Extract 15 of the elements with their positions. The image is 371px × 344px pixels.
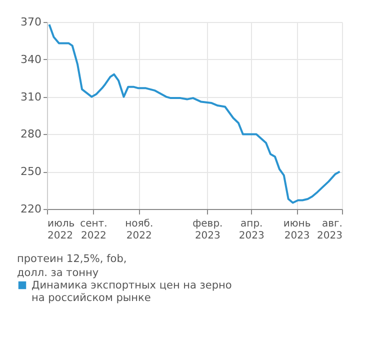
y-tick-label: 340 <box>20 52 42 66</box>
y-tick-label: 310 <box>20 90 42 104</box>
x-tick-label: июнь 2023 <box>283 218 311 242</box>
y-tick-label: 370 <box>20 16 42 28</box>
legend-label: Динамика экспортных цен на зерно на российском рынке <box>32 279 232 304</box>
x-tick-label: апр. 2023 <box>238 218 264 242</box>
x-tick-label: авг. 2023 <box>317 218 342 242</box>
y-tick-label: 250 <box>20 165 42 178</box>
x-tick-label: нояб. 2022 <box>125 218 154 242</box>
text: протеин 12,5%, fob, долл. за тонну <box>17 253 127 279</box>
y-tick-label: 220 <box>20 202 42 216</box>
y-tick-label: 280 <box>20 128 42 141</box>
x-tick-label: февр. 2023 <box>192 218 223 242</box>
x-tick-label: июль 2022 <box>48 218 75 242</box>
x-tick-label: сент. 2022 <box>80 218 108 242</box>
